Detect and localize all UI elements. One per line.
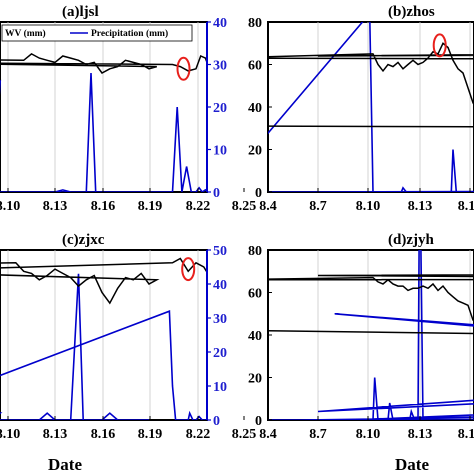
- x-axis-label-left: Date: [48, 455, 82, 474]
- y-tick-label: 0: [255, 414, 262, 429]
- panel-d-pwv-series: [268, 274, 474, 335]
- x-tick-label: 8.4: [259, 427, 277, 442]
- panel-b-markers: [432, 33, 447, 58]
- y-tick-label: 20: [248, 144, 262, 159]
- x-tick-label: 8.16: [458, 199, 474, 214]
- highlight-marker: [176, 56, 191, 81]
- panel-c-pwv-series: [0, 257, 207, 305]
- panel-c-x-ticks: 8.10 8.13 8.16 8.19 8.22 8.25: [0, 416, 256, 442]
- panel-a-pwv-series: [0, 53, 207, 74]
- y-tick-label: 40: [248, 329, 262, 344]
- panel-b-pwv-series: [268, 42, 474, 128]
- panel-b: (b)zhos 8.4 8.7 8.10 8.13 8.16 0 20 40 60 80: [248, 4, 474, 214]
- panel-a-y-right-ticks: 0 10 20 30 40: [206, 16, 227, 201]
- panel-a: (a)ljsl 8.10 8.13 8.16 8.19 8.22 8.25 0 10 20 30…: [0, 4, 256, 214]
- y-tick-label: 40: [248, 101, 262, 116]
- y-tick-label: 60: [248, 59, 262, 74]
- panel-d-precip-series: [268, 250, 474, 420]
- y-tick-label: 80: [248, 244, 262, 259]
- x-tick-label: 8.4: [259, 199, 277, 214]
- precipitation-line: [268, 250, 474, 420]
- highlight-marker: [432, 33, 447, 58]
- x-tick-label: 8.16: [91, 199, 116, 214]
- x-tick-label: 8.22: [186, 427, 211, 442]
- legend-box: [1, 24, 193, 42]
- panel-a-precip-series: [0, 72, 207, 192]
- x-tick-label: 8.10: [356, 199, 381, 214]
- y-tick-label: 30: [213, 312, 227, 327]
- x-tick-label: 8.25: [232, 427, 257, 442]
- panel-c: (c)zjxc 8.10 8.13 8.16 8.19 8.22 8.25 0 10 20 30…: [0, 232, 256, 442]
- panel-c-markers: [181, 257, 196, 282]
- x-tick-label: 8.10: [0, 427, 20, 442]
- panel-a-markers: [176, 56, 191, 81]
- x-tick-label: 8.13: [408, 199, 433, 214]
- pwv-line: [268, 42, 474, 128]
- panel-c-y-right-ticks: 0 10 20 30 40 50: [206, 244, 227, 429]
- x-tick-label: 8.10: [0, 199, 20, 214]
- panel-a-frame: [0, 21, 208, 193]
- legend-pwv-label: WV (mm): [5, 28, 46, 39]
- x-tick-label: 8.25: [232, 199, 257, 214]
- panel-d-title: (d)zjyh: [388, 232, 434, 248]
- x-tick-label: 8.7: [309, 199, 327, 214]
- legend-precip-label: Precipitation (mm): [91, 28, 168, 39]
- panel-c-title: (c)zjxc: [62, 232, 105, 248]
- y-tick-label: 10: [213, 144, 227, 159]
- x-tick-label: 8.10: [356, 427, 381, 442]
- y-tick-label: 20: [248, 372, 262, 387]
- panel-d: (d)zjyh 8.4 8.7 8.10 8.13 8.16 0 20 40 60 80: [248, 232, 474, 442]
- y-tick-label: 0: [213, 414, 220, 429]
- panel-d-x-ticks: 8.4 8.7 8.10 8.13 8.16: [259, 416, 474, 442]
- y-tick-label: 60: [248, 287, 262, 302]
- panel-b-title: (b)zhos: [388, 4, 435, 20]
- y-tick-label: 10: [213, 380, 227, 395]
- x-tick-label: 8.19: [138, 427, 163, 442]
- panel-d-y-left-ticks: 0 20 40 60 80: [248, 244, 272, 429]
- pwv-line: [0, 53, 207, 74]
- x-tick-label: 8.16: [458, 427, 474, 442]
- x-tick-label: 8.13: [43, 427, 68, 442]
- y-tick-label: 0: [213, 186, 220, 201]
- panel-b-y-left-ticks: 0 20 40 60 80: [248, 16, 272, 201]
- panel-a-x-ticks: 8.10 8.13 8.16 8.19 8.22 8.25: [0, 188, 256, 214]
- pwv-line: [0, 257, 207, 305]
- x-tick-label: 8.13: [43, 199, 68, 214]
- x-tick-label: 8.19: [138, 199, 163, 214]
- x-tick-label: 8.22: [186, 199, 211, 214]
- pwv-line: [268, 274, 474, 335]
- y-tick-label: 80: [248, 16, 262, 31]
- y-tick-label: 40: [213, 16, 227, 31]
- panel-b-grid: [317, 22, 471, 192]
- panel-b-x-ticks: 8.4 8.7 8.10 8.13 8.16: [259, 188, 474, 214]
- highlight-marker: [181, 257, 196, 282]
- legend: WV (mm) Precipitation (mm): [1, 24, 193, 42]
- y-tick-label: 30: [213, 59, 227, 74]
- x-tick-label: 8.7: [309, 427, 327, 442]
- y-tick-label: 50: [213, 244, 227, 259]
- x-tick-label: 8.16: [91, 427, 116, 442]
- precipitation-line: [0, 72, 207, 192]
- x-axis-label-right: Date: [395, 455, 429, 474]
- panel-a-grid: [7, 22, 199, 192]
- x-tick-label: 8.13: [408, 427, 433, 442]
- panel-a-title: (a)ljsl: [62, 4, 99, 20]
- y-tick-label: 0: [255, 186, 262, 201]
- y-tick-label: 20: [213, 346, 227, 361]
- y-tick-label: 40: [213, 278, 227, 293]
- y-tick-label: 20: [213, 101, 227, 116]
